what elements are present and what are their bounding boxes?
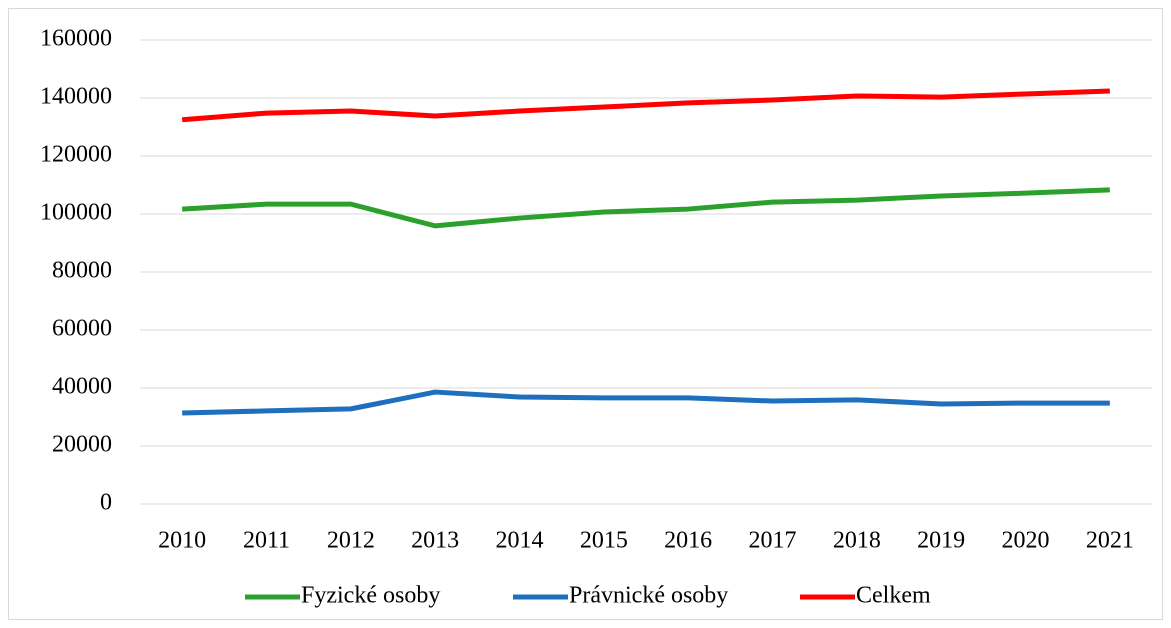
x-tick-label: 2021 xyxy=(1086,528,1134,554)
y-tick-label: 0 xyxy=(100,490,112,516)
line-series xyxy=(182,389,1110,416)
x-tick-label: 2019 xyxy=(917,528,965,554)
y-tick-label: 140000 xyxy=(40,84,112,110)
x-tick-label: 2018 xyxy=(833,528,881,554)
line-series xyxy=(181,88,1110,123)
legend-label: Právnické osoby xyxy=(569,583,728,609)
x-tick-label: 2011 xyxy=(243,528,290,554)
y-tick-label: 80000 xyxy=(52,258,112,284)
y-tick-label: 60000 xyxy=(52,316,112,342)
y-tick-label: 160000 xyxy=(40,26,112,52)
y-tick-label: 40000 xyxy=(52,374,112,400)
x-tick-label: 2014 xyxy=(496,528,544,554)
x-tick-label: 2013 xyxy=(411,528,459,554)
x-tick-label: 2010 xyxy=(158,528,206,554)
y-tick-label: 120000 xyxy=(40,142,112,168)
legend-label: Fyzické osoby xyxy=(301,583,440,609)
x-tick-label: 2012 xyxy=(327,528,375,554)
x-tick-label: 2020 xyxy=(1002,528,1050,554)
y-tick-label: 20000 xyxy=(52,432,112,458)
x-tick-label: 2016 xyxy=(664,528,712,554)
legend-label: Celkem xyxy=(856,583,931,609)
x-tick-label: 2017 xyxy=(749,528,797,554)
x-tick-label: 2015 xyxy=(580,528,628,554)
line-series xyxy=(182,187,1110,229)
y-tick-label: 100000 xyxy=(40,200,112,226)
